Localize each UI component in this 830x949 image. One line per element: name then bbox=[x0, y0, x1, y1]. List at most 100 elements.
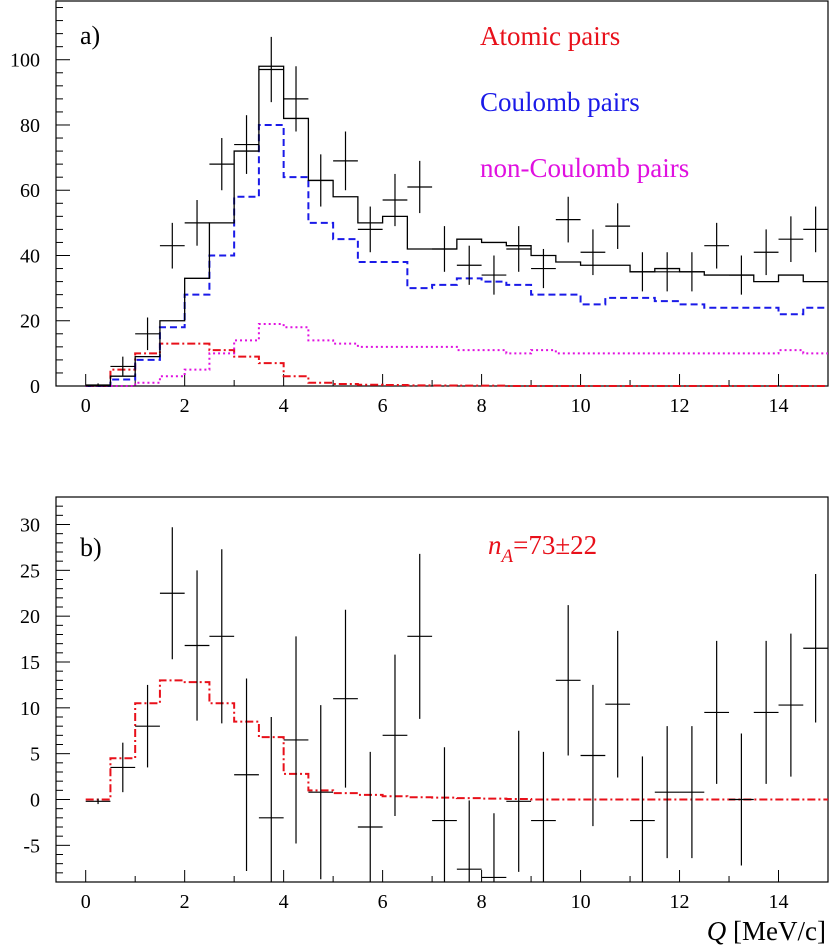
x-tick-label: 12 bbox=[670, 891, 690, 913]
y-tick-label: 10 bbox=[20, 698, 40, 720]
data-point bbox=[407, 553, 433, 719]
data-point bbox=[308, 154, 334, 207]
data-point bbox=[679, 252, 705, 292]
data-point bbox=[555, 196, 581, 243]
series-coulomb-pairs-line bbox=[85, 123, 828, 387]
data-point bbox=[258, 36, 284, 103]
panel-b: b) nA=73±22 0 2 4 6 8 10 12 14 -5 0 5 10 15 20 25 30 Q … bbox=[20, 496, 829, 946]
x-tick-label: 10 bbox=[571, 395, 591, 417]
data-point bbox=[778, 633, 804, 777]
data-point bbox=[630, 252, 655, 292]
legend-atomic-pairs: Atomic pairs bbox=[480, 21, 620, 51]
data-point bbox=[531, 248, 556, 289]
legend-coulomb-pairs: Coulomb pairs bbox=[480, 87, 640, 117]
data-point bbox=[432, 226, 457, 272]
data-point bbox=[85, 798, 111, 805]
data-point bbox=[357, 751, 383, 882]
x-tick-label: 6 bbox=[378, 395, 388, 417]
legend-non-coulomb-pairs: non-Coulomb pairs bbox=[480, 153, 689, 183]
data-point bbox=[382, 654, 408, 816]
data-point bbox=[803, 574, 828, 723]
x-tick-label: 6 bbox=[378, 891, 388, 913]
data-point bbox=[654, 252, 680, 292]
y-tick-label: 20 bbox=[20, 606, 40, 628]
data-point bbox=[481, 813, 507, 882]
data-point bbox=[184, 570, 210, 721]
data-point bbox=[110, 742, 136, 793]
panel-a: a) Atomic pairs Coulomb pairs non-Coulom… bbox=[10, 0, 829, 417]
x-tick-label: 14 bbox=[769, 891, 789, 913]
panel-a-frame bbox=[55, 0, 829, 387]
data-point bbox=[308, 705, 334, 880]
x-tick-label: 4 bbox=[279, 891, 289, 913]
panel-b-ticks: 0 2 4 6 8 10 12 14 -5 0 5 10 15 20 25 30 bbox=[20, 496, 829, 913]
y-tick-label: 0 bbox=[30, 376, 40, 398]
nA-value: =73±22 bbox=[513, 530, 597, 560]
data-point bbox=[531, 751, 556, 882]
y-tick-label: 0 bbox=[30, 790, 40, 812]
data-point bbox=[382, 173, 408, 227]
data-point bbox=[283, 636, 309, 844]
data-point bbox=[481, 255, 507, 295]
x-tick-label: 8 bbox=[477, 891, 487, 913]
data-point bbox=[704, 640, 730, 784]
data-point bbox=[209, 549, 235, 724]
data-point bbox=[753, 640, 779, 784]
nA-subscript: A bbox=[500, 546, 514, 567]
data-point bbox=[753, 229, 779, 276]
data-point bbox=[432, 747, 457, 882]
nA-annotation: nA=73±22 bbox=[488, 530, 597, 567]
panel-a-label: a) bbox=[80, 21, 100, 50]
y-tick-label: -5 bbox=[23, 835, 40, 857]
y-tick-label: 40 bbox=[20, 245, 40, 267]
panel-b-series bbox=[85, 679, 828, 801]
data-point bbox=[704, 222, 730, 269]
series-non-coulomb-pairs-line bbox=[85, 323, 828, 387]
y-tick-label: 100 bbox=[10, 50, 40, 72]
series-atomic-pairs-line bbox=[85, 342, 828, 387]
data-point bbox=[159, 222, 185, 269]
data-point bbox=[333, 131, 358, 191]
data-point bbox=[258, 717, 284, 882]
data-point bbox=[630, 756, 655, 882]
data-point bbox=[234, 678, 259, 871]
x-axis-title: Q [MeV/c] bbox=[707, 916, 826, 946]
data-point bbox=[110, 356, 136, 377]
data-point bbox=[506, 730, 532, 872]
data-point bbox=[234, 115, 259, 174]
data-point bbox=[456, 245, 482, 285]
data-point bbox=[135, 317, 160, 351]
data-point bbox=[283, 66, 309, 132]
data-point bbox=[654, 726, 680, 859]
y-tick-label: 20 bbox=[20, 311, 40, 333]
data-point bbox=[729, 733, 754, 866]
data-point bbox=[778, 216, 804, 263]
data-point bbox=[456, 800, 482, 882]
data-point bbox=[605, 203, 631, 249]
data-point bbox=[679, 726, 705, 859]
data-point bbox=[605, 630, 631, 778]
x-tick-label: 0 bbox=[81, 891, 91, 913]
y-tick-label: 15 bbox=[20, 652, 40, 674]
data-point bbox=[85, 383, 111, 386]
x-tick-label: 10 bbox=[571, 891, 591, 913]
x-tick-label: 2 bbox=[180, 891, 190, 913]
data-point bbox=[333, 609, 358, 788]
panel-a-data-points bbox=[85, 36, 828, 386]
data-point bbox=[135, 684, 160, 768]
y-tick-label: 25 bbox=[20, 560, 40, 582]
x-tick-label: 0 bbox=[81, 395, 91, 417]
data-point bbox=[209, 138, 235, 191]
data-point bbox=[729, 255, 754, 295]
data-point bbox=[184, 200, 210, 246]
x-tick-label: 4 bbox=[279, 395, 289, 417]
data-point bbox=[159, 527, 185, 660]
y-tick-label: 60 bbox=[20, 180, 40, 202]
x-tick-label: 8 bbox=[477, 395, 487, 417]
data-point bbox=[580, 229, 606, 276]
x-axis-unit: [MeV/c] bbox=[726, 916, 826, 946]
data-point bbox=[555, 605, 581, 756]
nA-symbol: n bbox=[488, 530, 502, 560]
series-total-fit-line bbox=[85, 679, 828, 801]
